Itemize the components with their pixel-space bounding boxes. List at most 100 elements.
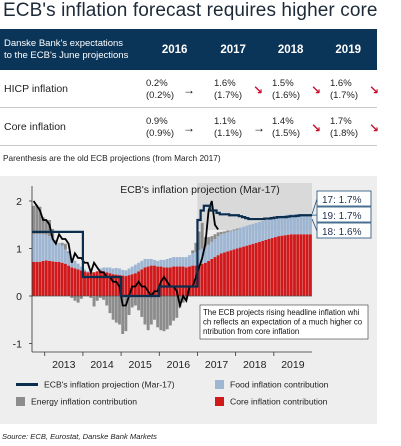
energy-bar — [54, 239, 58, 241]
food-bar — [210, 241, 214, 259]
food-bar — [203, 246, 207, 263]
food-bar — [105, 267, 109, 273]
food-bar — [305, 214, 309, 235]
year-header-2018: 2018 — [277, 43, 304, 56]
core-bar — [130, 274, 134, 296]
legend-item: Food inflation contribution — [215, 379, 328, 390]
energy-bar — [140, 296, 144, 317]
energy-bar — [70, 296, 74, 298]
food-bar — [168, 258, 172, 268]
core-bar — [168, 267, 172, 296]
energy-bar — [156, 296, 160, 328]
food-bar — [48, 236, 51, 261]
food-bar — [124, 270, 128, 277]
core-bar — [114, 274, 118, 296]
energy-bar — [175, 296, 179, 318]
core-bar — [51, 261, 55, 296]
legend-color-swatch — [215, 380, 224, 390]
core-bar — [95, 271, 99, 296]
core-bar — [83, 271, 86, 296]
page-title: ECB's inflation forecast requires higher… — [3, 0, 378, 21]
food-bar — [83, 269, 86, 272]
energy-bar — [191, 250, 195, 254]
old-value: (1.6%) — [272, 89, 300, 101]
food-bar — [102, 267, 106, 272]
core-bar — [89, 272, 93, 296]
core-bar — [121, 275, 125, 296]
energy-bar — [210, 236, 214, 242]
core-bar — [216, 255, 220, 296]
new-value: 1.4% — [272, 116, 294, 127]
core-bar — [54, 261, 58, 296]
food-bar — [32, 234, 36, 262]
energy-bar — [216, 232, 220, 237]
food-bar — [264, 220, 268, 240]
food-bar — [92, 296, 96, 297]
table-note: Parenthesis are the old ECB projections … — [3, 153, 221, 163]
core-bar — [238, 247, 242, 296]
y-tick-label: -1 — [13, 339, 22, 351]
food-bar — [133, 264, 137, 274]
energy-bar — [149, 296, 153, 325]
food-bar — [280, 215, 284, 236]
old-value: (0.9%) — [146, 127, 174, 139]
core-bar — [140, 269, 144, 296]
food-bar — [79, 266, 83, 271]
arrow-down-right-icon: ↘ — [369, 121, 380, 135]
food-bar — [60, 245, 64, 263]
core-bar — [98, 270, 102, 296]
legend-label: Energy inflation contribution — [31, 396, 138, 407]
food-bar — [289, 214, 293, 235]
core-bar — [254, 242, 258, 296]
core-bar — [207, 260, 211, 296]
energy-bar — [213, 234, 217, 239]
food-bar — [258, 221, 261, 242]
food-bar — [248, 224, 252, 245]
core-bar — [267, 239, 271, 296]
table-header-label: Danske Bank's expectations to the ECB's … — [0, 38, 145, 62]
energy-bar — [95, 296, 99, 301]
food-bar — [245, 225, 249, 246]
energy-bar — [73, 296, 77, 301]
energy-bar — [118, 296, 121, 325]
row-label: Core inflation — [4, 120, 66, 133]
table-row: HICP inflation 0.2% (0.2%) → 1.6% (1.7%) ↘ 1.5%… — [0, 70, 379, 108]
food-bar — [140, 260, 144, 270]
energy-bar — [172, 296, 176, 321]
energy-bar — [133, 296, 137, 306]
food-bar — [76, 263, 80, 270]
core-bar — [293, 234, 296, 296]
food-bar — [283, 215, 287, 236]
row-label: HICP inflation — [4, 82, 69, 95]
food-bar — [51, 238, 55, 262]
table-cell: 1.1% (1.1%) → — [206, 116, 265, 140]
header-label-line2: to the ECB's June projections — [4, 49, 129, 61]
annotation-text: ntribution from core inflation — [203, 327, 299, 336]
food-bar — [296, 214, 300, 235]
food-bar — [213, 239, 217, 258]
core-bar — [277, 236, 281, 296]
energy-bar — [235, 228, 239, 230]
old-value: (1.1%) — [214, 127, 242, 139]
food-bar — [293, 214, 296, 235]
table-cell: 0.9% (0.9%) → — [146, 116, 204, 140]
header-label-line1: Danske Bank's expectations — [4, 37, 124, 49]
energy-bar — [67, 251, 71, 254]
food-bar — [162, 259, 166, 268]
legend-line-swatch — [16, 383, 38, 387]
energy-bar — [60, 242, 64, 246]
year-header-2016: 2016 — [161, 43, 188, 56]
end-label-leader — [311, 218, 318, 232]
energy-bar — [181, 296, 185, 303]
energy-bar — [44, 220, 48, 235]
food-bar — [121, 269, 125, 276]
table-cell: 0.2% (0.2%) → — [146, 78, 204, 102]
food-bar — [172, 257, 176, 267]
core-bar — [73, 268, 77, 296]
projection-table: Danske Bank's expectations to the ECB's … — [0, 29, 380, 146]
core-bar — [242, 246, 246, 296]
food-bar — [44, 234, 48, 261]
core-bar — [70, 267, 74, 296]
energy-bar — [226, 230, 230, 233]
